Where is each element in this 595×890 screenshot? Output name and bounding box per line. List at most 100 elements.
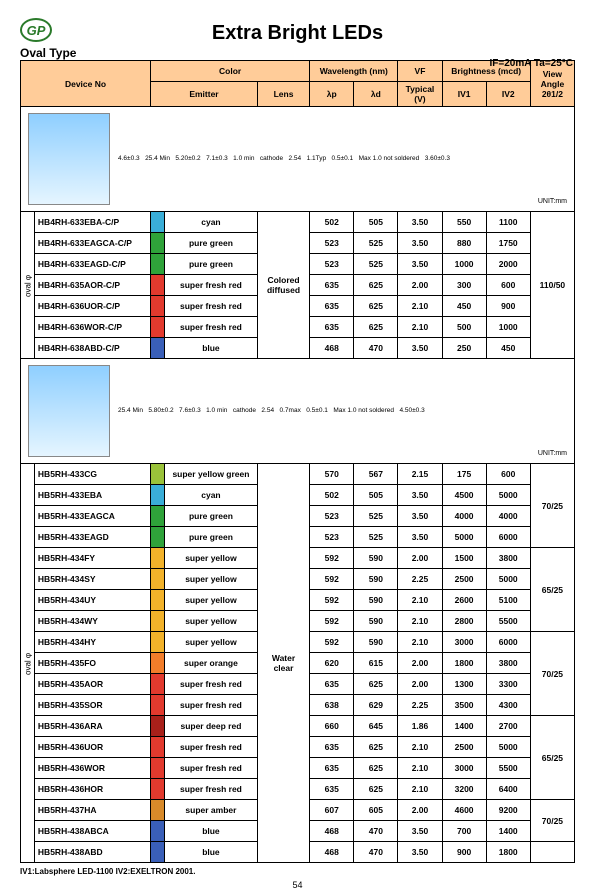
- ld-val: 525: [354, 254, 398, 275]
- th-vf: VF: [398, 61, 442, 82]
- emitter-name: super yellow: [164, 548, 257, 569]
- color-swatch: [151, 527, 165, 548]
- iv2-val: 600: [486, 464, 530, 485]
- lp-val: 635: [310, 674, 354, 695]
- lp-val: 592: [310, 569, 354, 590]
- lp-val: 570: [310, 464, 354, 485]
- color-swatch: [151, 716, 165, 737]
- iv1-val: 4600: [442, 800, 486, 821]
- device-no: HB5RH-434SY: [34, 569, 150, 590]
- ld-val: 625: [354, 317, 398, 338]
- emitter-name: pure green: [164, 254, 257, 275]
- side-label: oval φ: [21, 464, 35, 863]
- vf-val: 1.86: [398, 716, 442, 737]
- diagram-cell: 25.4 Min 5.80±0.2 7.6±0.3 1.0 min cathod…: [21, 359, 575, 464]
- unit-label: UNIT:mm: [538, 450, 567, 457]
- vf-val: 3.50: [398, 842, 442, 863]
- ld-val: 615: [354, 653, 398, 674]
- iv2-val: 1000: [486, 317, 530, 338]
- emitter-name: super fresh red: [164, 317, 257, 338]
- lp-val: 620: [310, 653, 354, 674]
- iv2-val: 5000: [486, 737, 530, 758]
- emitter-name: super fresh red: [164, 674, 257, 695]
- vf-val: 2.25: [398, 695, 442, 716]
- th-iv2: IV2: [486, 82, 530, 107]
- color-swatch: [151, 632, 165, 653]
- ld-val: 590: [354, 632, 398, 653]
- device-no: HB5RH-434HY: [34, 632, 150, 653]
- view-angle: 70/25: [530, 800, 574, 842]
- color-swatch: [151, 569, 165, 590]
- iv1-val: 450: [442, 296, 486, 317]
- iv2-val: 5100: [486, 590, 530, 611]
- dim-label: 1.0 min: [233, 155, 254, 162]
- iv1-val: 2500: [442, 569, 486, 590]
- dim-label: 0.7max: [280, 407, 301, 414]
- lp-val: 502: [310, 212, 354, 233]
- emitter-name: super fresh red: [164, 275, 257, 296]
- color-swatch: [151, 254, 165, 275]
- device-no: HB4RH-633EAGD-C/P: [34, 254, 150, 275]
- led-image: [28, 365, 110, 457]
- iv2-val: 5500: [486, 758, 530, 779]
- device-no: HB5RH-436WOR: [34, 758, 150, 779]
- iv2-val: 3300: [486, 674, 530, 695]
- dim-label: 0.5±0.1: [332, 155, 354, 162]
- ld-val: 590: [354, 548, 398, 569]
- dim-label: 7.6±0.3: [179, 407, 201, 414]
- vf-val: 2.00: [398, 548, 442, 569]
- color-swatch: [151, 317, 165, 338]
- iv2-val: 1400: [486, 821, 530, 842]
- table-row: oval φHB4RH-633EBA-C/PcyanColored diffus…: [21, 212, 575, 233]
- ld-val: 525: [354, 506, 398, 527]
- dim-label: 5.80±0.2: [148, 407, 173, 414]
- emitter-name: pure green: [164, 527, 257, 548]
- emitter-name: super fresh red: [164, 296, 257, 317]
- th-emitter: Emitter: [151, 82, 258, 107]
- emitter-name: super yellow: [164, 569, 257, 590]
- table-row: oval φHB5RH-433CGsuper yellow greenWater…: [21, 464, 575, 485]
- led-table: Device No Color Wavelength (nm) VF Brigh…: [20, 60, 575, 863]
- lp-val: 635: [310, 758, 354, 779]
- iv2-val: 3800: [486, 548, 530, 569]
- iv1-val: 500: [442, 317, 486, 338]
- emitter-name: super yellow green: [164, 464, 257, 485]
- device-no: HB4RH-636UOR-C/P: [34, 296, 150, 317]
- device-no: HB5RH-438ABCA: [34, 821, 150, 842]
- iv2-val: 1750: [486, 233, 530, 254]
- color-swatch: [151, 611, 165, 632]
- device-no: HB5RH-435SOR: [34, 695, 150, 716]
- ld-val: 625: [354, 275, 398, 296]
- iv2-val: 9200: [486, 800, 530, 821]
- vf-val: 3.50: [398, 212, 442, 233]
- view-angle: [530, 842, 574, 863]
- iv1-val: 300: [442, 275, 486, 296]
- device-no: HB5RH-436UOR: [34, 737, 150, 758]
- iv1-val: 3000: [442, 758, 486, 779]
- ld-val: 505: [354, 485, 398, 506]
- color-swatch: [151, 275, 165, 296]
- dim-label: 2.54: [261, 407, 274, 414]
- emitter-name: blue: [164, 821, 257, 842]
- vf-val: 3.50: [398, 485, 442, 506]
- iv1-val: 2600: [442, 590, 486, 611]
- diagram-cell: 4.6±0.3 25.4 Min 5.20±0.2 7.1±0.3 1.0 mi…: [21, 107, 575, 212]
- view-angle: 65/25: [530, 548, 574, 632]
- color-swatch: [151, 590, 165, 611]
- view-angle: 110/50: [530, 212, 574, 359]
- lens-type: Water clear: [257, 464, 309, 863]
- emitter-name: super fresh red: [164, 737, 257, 758]
- th-wave: Wavelength (nm): [310, 61, 398, 82]
- color-swatch: [151, 821, 165, 842]
- emitter-name: super yellow: [164, 632, 257, 653]
- lp-val: 523: [310, 254, 354, 275]
- ld-val: 625: [354, 296, 398, 317]
- view-angle: 70/25: [530, 464, 574, 548]
- lp-val: 468: [310, 821, 354, 842]
- device-no: HB5RH-434WY: [34, 611, 150, 632]
- emitter-name: blue: [164, 842, 257, 863]
- ld-val: 629: [354, 695, 398, 716]
- ld-val: 625: [354, 779, 398, 800]
- iv1-val: 700: [442, 821, 486, 842]
- lp-val: 592: [310, 548, 354, 569]
